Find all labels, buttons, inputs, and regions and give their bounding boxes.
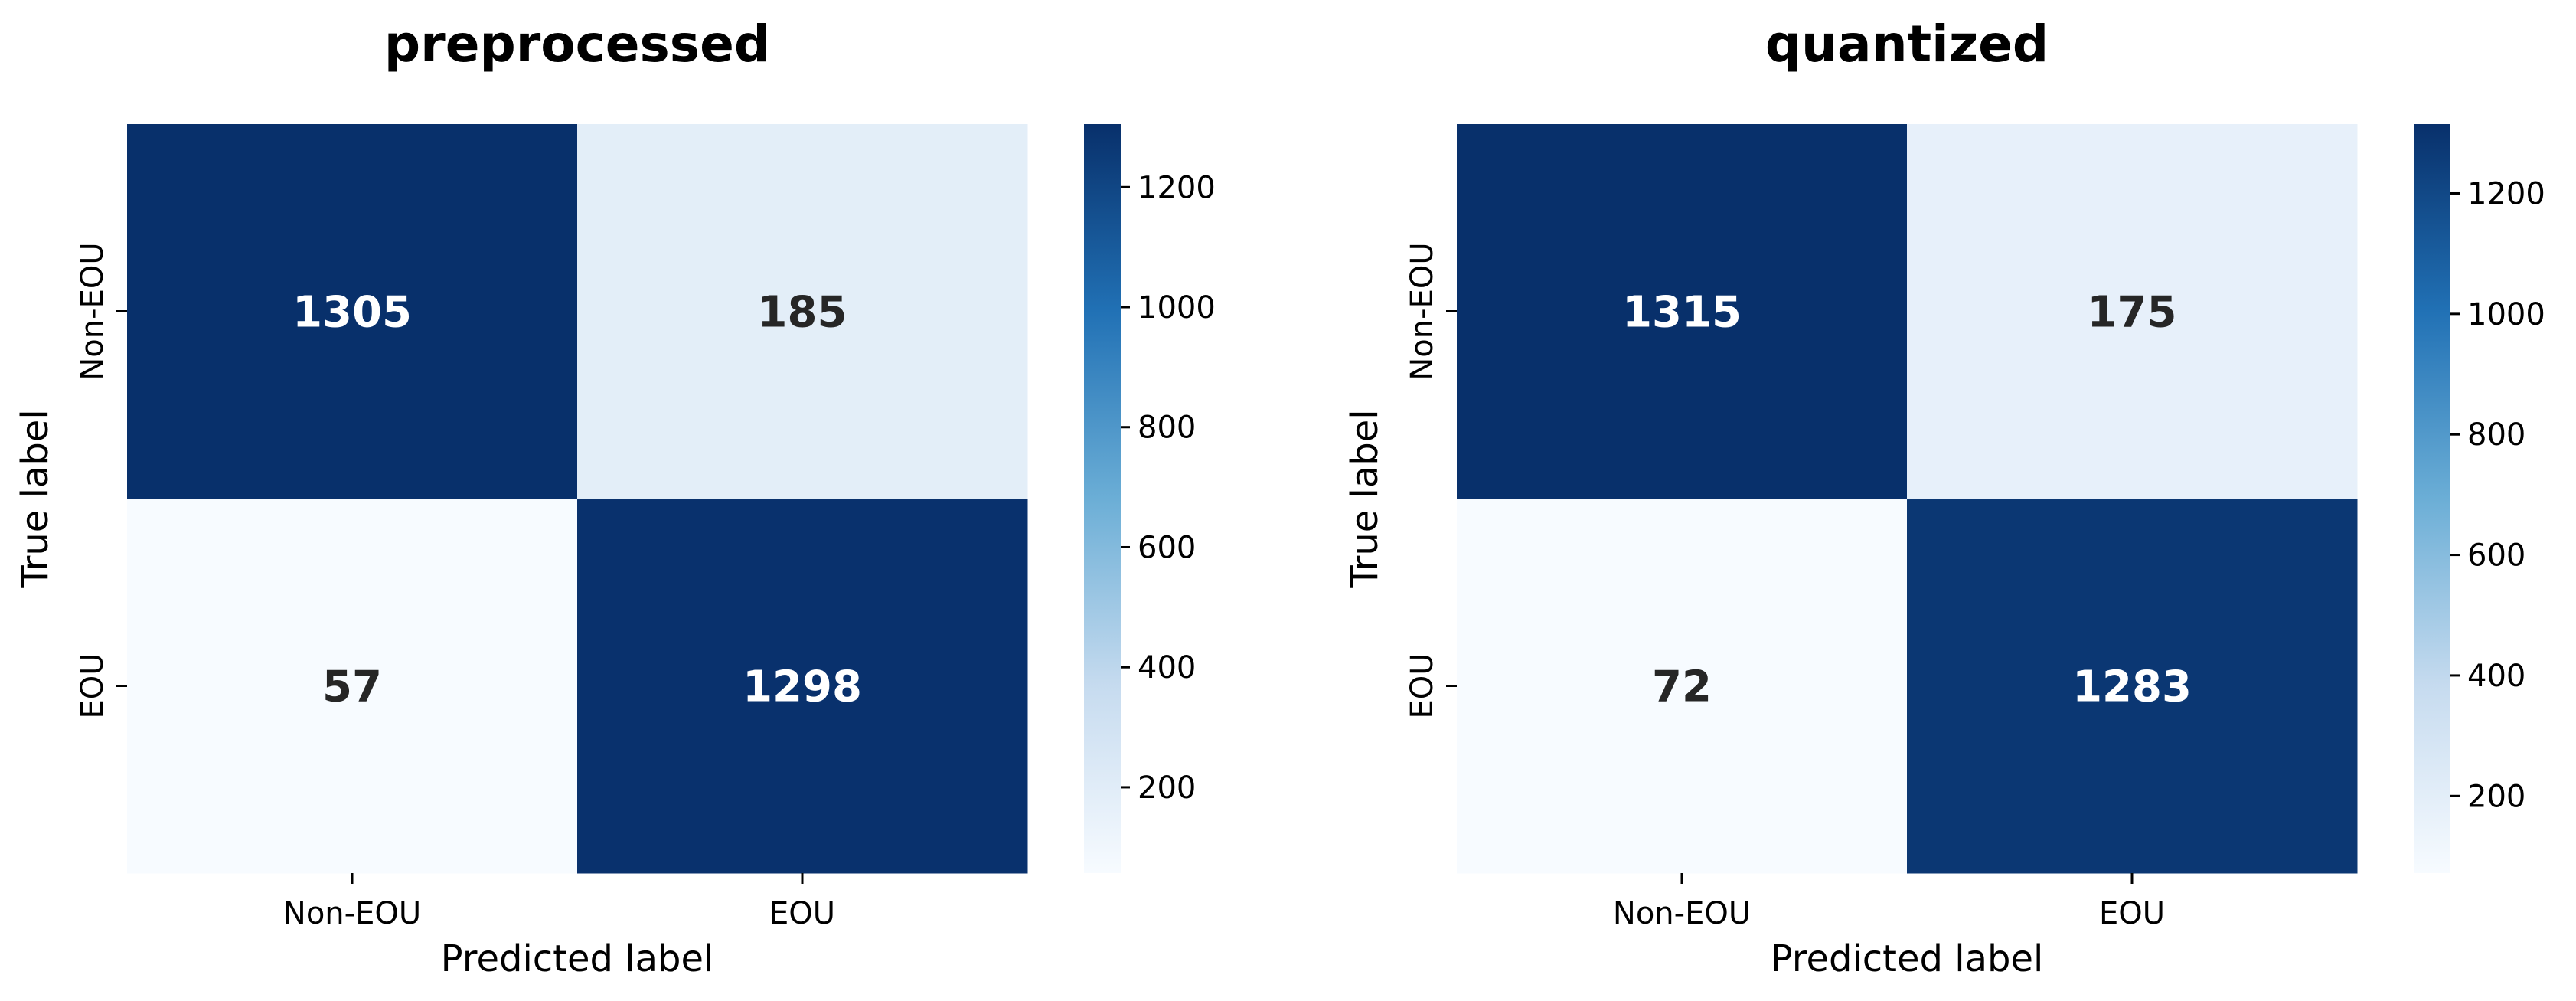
heatmap-cell: [127, 499, 578, 874]
y-tick-label: EOU: [1405, 653, 1440, 718]
heatmap-cell: [1907, 124, 2358, 499]
colorbar-tick-label: 800: [2467, 417, 2525, 453]
cell-value-label: 1315: [1622, 288, 1742, 338]
heatmap-cell: [577, 124, 1028, 499]
colorbar-tick-label: 400: [2467, 659, 2525, 694]
x-tick-label: EOU: [769, 896, 835, 931]
heatmap-cell: [1907, 499, 2358, 874]
cell-value-label: 57: [322, 662, 382, 712]
y-tick-label: Non-EOU: [75, 242, 110, 380]
cell-value-label: 1305: [292, 288, 412, 338]
colorbar-tick-label: 1000: [2467, 297, 2545, 332]
cell-value-label: 1298: [743, 662, 862, 712]
x-axis-label: Predicted label: [1771, 937, 2044, 980]
cell-value-label: 72: [1652, 662, 1712, 712]
heatmap-cell: [1457, 499, 1908, 874]
x-tick-label: EOU: [2099, 896, 2165, 931]
cell-value-label: 175: [2088, 288, 2177, 338]
colorbar-tick-label: 800: [1138, 411, 1196, 446]
colorbar-tick-label: 600: [1138, 530, 1196, 565]
colorbar-tick-label: 400: [1138, 650, 1196, 685]
x-axis-label: Predicted label: [441, 937, 714, 980]
colorbar-tick-label: 1200: [1138, 170, 1216, 205]
colorbar-tick-label: 200: [1138, 770, 1196, 806]
y-axis-label: True label: [1344, 409, 1386, 588]
x-tick-label: Non-EOU: [1613, 896, 1751, 931]
colorbar-tick-label: 600: [2467, 538, 2525, 574]
colorbar: [2414, 124, 2450, 873]
y-axis-label: True label: [14, 409, 57, 588]
cell-value-label: 185: [758, 288, 847, 338]
colorbar-tick-label: 200: [2467, 779, 2525, 814]
heatmap-cell: [127, 124, 578, 499]
panel-0: preprocessed 1305 185 57 1298 Non-EOU EOU Predi…: [14, 15, 1216, 980]
heatmap-cell: [577, 499, 1028, 874]
chart-title: preprocessed: [384, 15, 770, 74]
chart-title: quantized: [1765, 15, 2049, 74]
heatmap-cell: [1457, 124, 1908, 499]
x-tick-label: Non-EOU: [283, 896, 421, 931]
y-tick-label: EOU: [75, 653, 110, 718]
y-tick-label: Non-EOU: [1405, 242, 1440, 380]
cell-value-label: 1283: [2072, 662, 2192, 712]
colorbar-tick-label: 1200: [2467, 176, 2545, 211]
colorbar-tick-label: 1000: [1138, 290, 1216, 325]
panel-1: quantized 1315 175 72 1283 Non-EOU EOU Predicte…: [1344, 15, 2545, 980]
colorbar: [1084, 124, 1121, 873]
